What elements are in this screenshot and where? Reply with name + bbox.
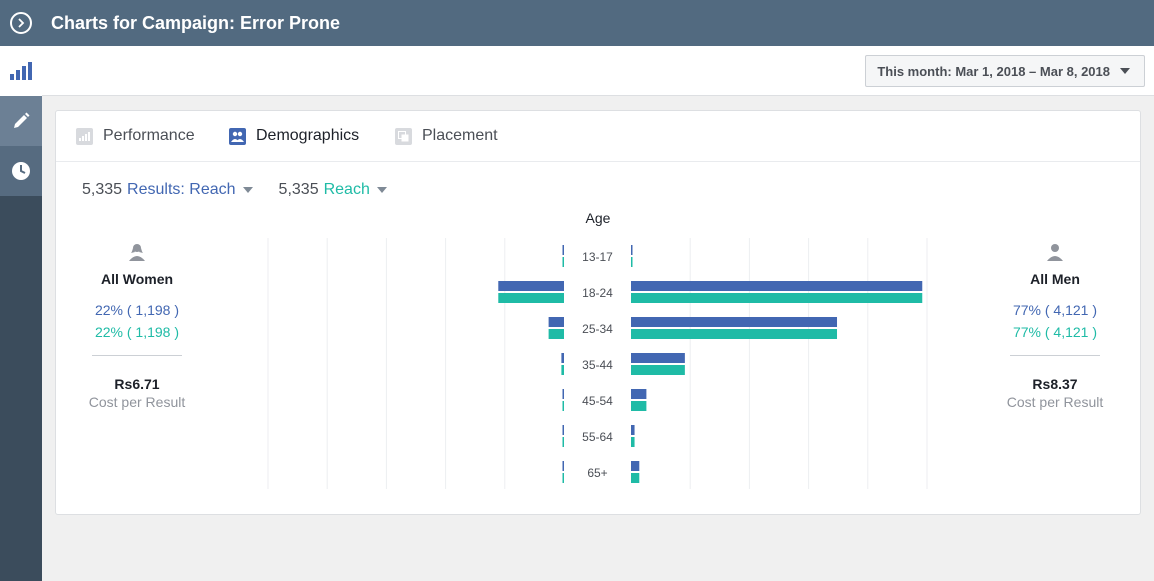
women-cost: Rs6.71 xyxy=(114,376,160,392)
tab-demographics[interactable]: Demographics xyxy=(229,111,359,161)
expand-sidebar-button[interactable] xyxy=(0,0,42,46)
results-label: Results: Reach xyxy=(127,181,236,198)
bar-chart-icon xyxy=(10,62,32,80)
results-value: 5,335 xyxy=(82,181,123,198)
divider xyxy=(1010,355,1100,356)
people-icon xyxy=(229,127,246,145)
bar-men-results xyxy=(631,281,923,291)
women-reach-pct: 22% ( 1,198 ) xyxy=(94,324,180,340)
bar-men-reach xyxy=(631,401,647,411)
reach-metric-dropdown[interactable]: 5,335 Reach xyxy=(279,181,387,199)
bar-men-reach xyxy=(631,365,685,375)
page-title: Charts for Campaign: Error Prone xyxy=(51,12,341,33)
bar-men-results xyxy=(631,245,633,255)
date-range-dropdown[interactable]: This month: Mar 1, 2018 – Mar 8, 2018 xyxy=(865,55,1145,87)
age-tick-label: 25-34 xyxy=(582,322,613,336)
men-results-pct: 77% ( 4,121 ) xyxy=(1012,302,1098,318)
age-tick-label: 35-44 xyxy=(582,358,613,372)
chart-title: Age xyxy=(585,210,611,226)
tab-demographics-label: Demographics xyxy=(256,127,360,144)
women-summary: All Women 22% ( 1,198 ) 22% ( 1,198 ) Rs… xyxy=(82,241,192,410)
divider xyxy=(92,355,182,356)
bar-women-results xyxy=(562,245,564,255)
female-avatar-icon xyxy=(82,241,192,263)
results-metric-dropdown[interactable]: 5,335 Results: Reach xyxy=(82,181,253,199)
men-cost-label: Cost per Result xyxy=(1006,394,1104,410)
age-gender-chart: 13-17 18-24 25-34 35-44 45-54 55-64 65+ xyxy=(267,238,928,489)
bar-women-reach xyxy=(548,329,564,339)
placement-icon xyxy=(395,127,412,145)
bar-women-reach xyxy=(562,473,564,483)
bar-men-results xyxy=(631,461,640,471)
bar-men-results xyxy=(631,389,647,399)
age-tick-label: 45-54 xyxy=(582,394,613,408)
bar-men-results xyxy=(631,353,685,363)
reach-label: Reach xyxy=(323,181,370,198)
chart-tabs: Performance Demographics Placement xyxy=(56,111,1140,162)
age-tick-label: 18-24 xyxy=(582,286,613,300)
bar-women-reach xyxy=(562,401,564,411)
women-cost-label: Cost per Result xyxy=(88,394,186,410)
title-bar: Charts for Campaign: Error Prone xyxy=(42,0,1154,46)
tab-placement[interactable]: Placement xyxy=(395,111,498,161)
bar-women-reach xyxy=(562,257,564,267)
sidebar-item-edit[interactable] xyxy=(0,96,42,146)
metrics-row: 5,335 Results: Reach 5,335 Reach xyxy=(82,181,387,199)
charts-card: Performance Demographics Placement 5,335… xyxy=(55,110,1141,515)
bar-men-results xyxy=(631,317,838,327)
bar-men-reach xyxy=(631,473,640,483)
chevron-right-icon xyxy=(10,12,32,34)
sidebar-item-charts[interactable] xyxy=(0,46,42,96)
bar-men-reach xyxy=(631,257,633,267)
male-avatar-icon xyxy=(1000,241,1110,263)
men-cost: Rs8.37 xyxy=(1032,376,1078,392)
date-range-label: This month: Mar 1, 2018 – Mar 8, 2018 xyxy=(877,63,1110,79)
tab-performance-label: Performance xyxy=(103,127,195,144)
bar-women-results xyxy=(548,317,564,327)
bar-women-reach xyxy=(561,365,564,375)
men-label: All Men xyxy=(1030,271,1080,287)
pencil-icon xyxy=(14,112,30,128)
bar-men-reach xyxy=(631,329,838,339)
reach-value: 5,335 xyxy=(278,181,319,198)
men-summary: All Men 77% ( 4,121 ) 77% ( 4,121 ) Rs8.… xyxy=(1000,241,1110,410)
clock-icon xyxy=(12,162,30,180)
age-tick-label: 13-17 xyxy=(582,250,613,264)
bar-men-reach xyxy=(631,293,923,303)
bar-women-results xyxy=(562,461,564,471)
men-reach-pct: 77% ( 4,121 ) xyxy=(1012,324,1098,340)
chevron-down-icon xyxy=(1120,68,1130,74)
date-row: This month: Mar 1, 2018 – Mar 8, 2018 xyxy=(42,46,1154,96)
bar-men-results xyxy=(631,425,635,435)
tab-performance[interactable]: Performance xyxy=(76,111,195,161)
bar-women-results xyxy=(498,281,564,291)
bar-women-results xyxy=(561,353,564,363)
women-label: All Women xyxy=(100,271,174,287)
chevron-down-icon xyxy=(376,187,387,193)
age-tick-label: 65+ xyxy=(587,466,607,480)
bar-women-reach xyxy=(498,293,564,303)
bar-men-reach xyxy=(631,437,635,447)
chevron-down-icon xyxy=(242,187,253,193)
sidebar-item-history[interactable] xyxy=(0,146,42,196)
left-sidebar xyxy=(0,0,42,581)
tab-placement-label: Placement xyxy=(422,127,498,144)
bar-women-results xyxy=(562,425,564,435)
performance-icon xyxy=(76,127,93,145)
women-results-pct: 22% ( 1,198 ) xyxy=(94,302,180,318)
bar-women-reach xyxy=(562,437,564,447)
age-tick-label: 55-64 xyxy=(582,430,613,444)
bar-women-results xyxy=(562,389,564,399)
